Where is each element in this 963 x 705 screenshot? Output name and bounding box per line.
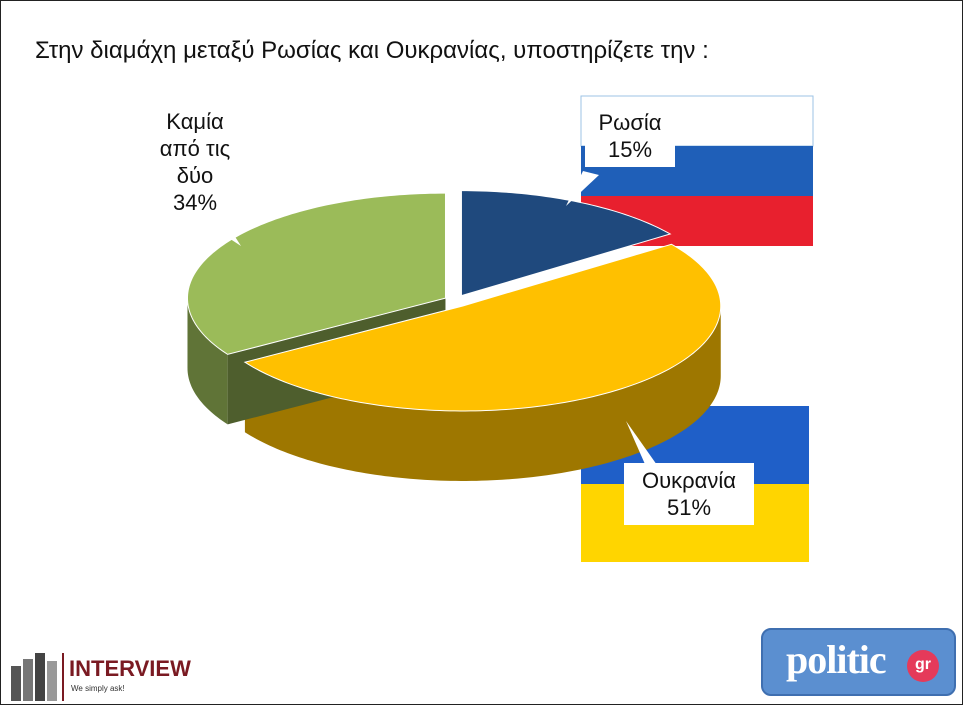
label-name: Καμία από τις δύο xyxy=(159,109,231,188)
label-leader xyxy=(218,231,241,246)
slice xyxy=(243,243,722,412)
slice-side xyxy=(187,298,228,425)
label-leader xyxy=(626,421,664,475)
label-value: 34% xyxy=(172,190,218,215)
slice-side xyxy=(244,305,721,481)
chart-title: Στην διαμάχη μεταξύ Ρωσίας και Ουκρανίας… xyxy=(35,37,709,64)
interview-icon xyxy=(11,653,64,701)
label-name: Ουκρανία xyxy=(642,468,736,493)
label-value: 51% xyxy=(666,495,712,520)
interview-logo: INTERVIEW xyxy=(69,656,191,681)
data-label: Ουκρανία 51% xyxy=(624,463,754,525)
politic-badge: gr xyxy=(907,650,939,682)
slice xyxy=(460,190,672,297)
interview-tagline: We simply ask! xyxy=(71,684,125,693)
label-value: 15% xyxy=(607,137,653,162)
label-name: Ρωσία xyxy=(598,110,662,135)
data-label: Ρωσία 15% xyxy=(585,105,675,167)
label-leader xyxy=(566,171,599,206)
data-label: Καμία από τις δύο 34% xyxy=(146,104,244,220)
pie xyxy=(186,190,722,481)
slice xyxy=(186,192,446,355)
politic-logo: politic xyxy=(786,637,887,682)
